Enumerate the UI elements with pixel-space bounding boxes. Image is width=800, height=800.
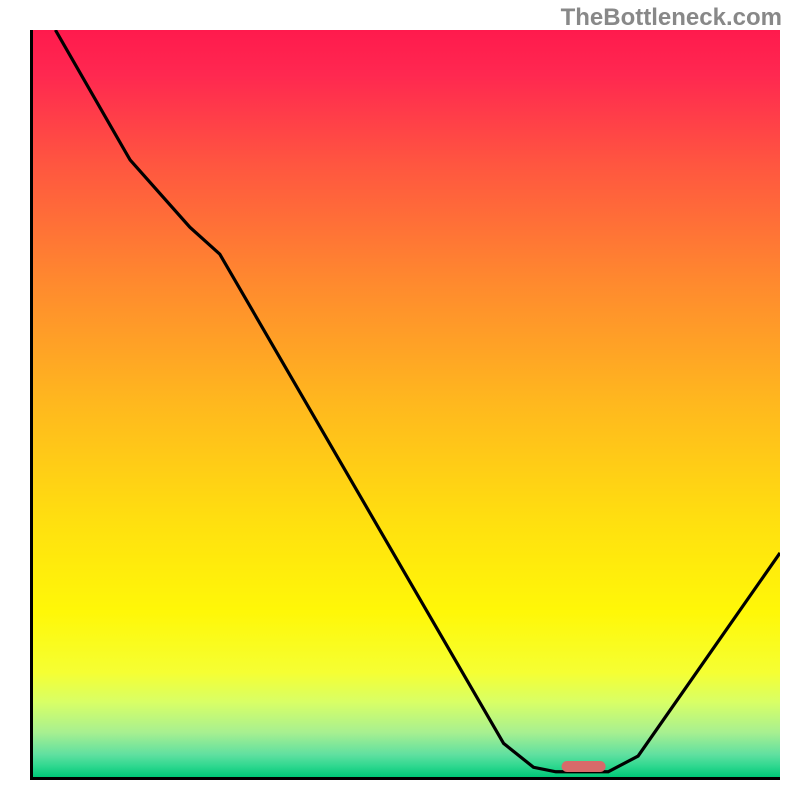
- curve-path: [55, 30, 780, 772]
- minimum-marker: [561, 761, 606, 773]
- chart-curve: [33, 30, 780, 777]
- chart-container: TheBottleneck.com: [0, 0, 800, 800]
- chart-plot-area: [30, 30, 780, 780]
- watermark-text: TheBottleneck.com: [561, 4, 782, 32]
